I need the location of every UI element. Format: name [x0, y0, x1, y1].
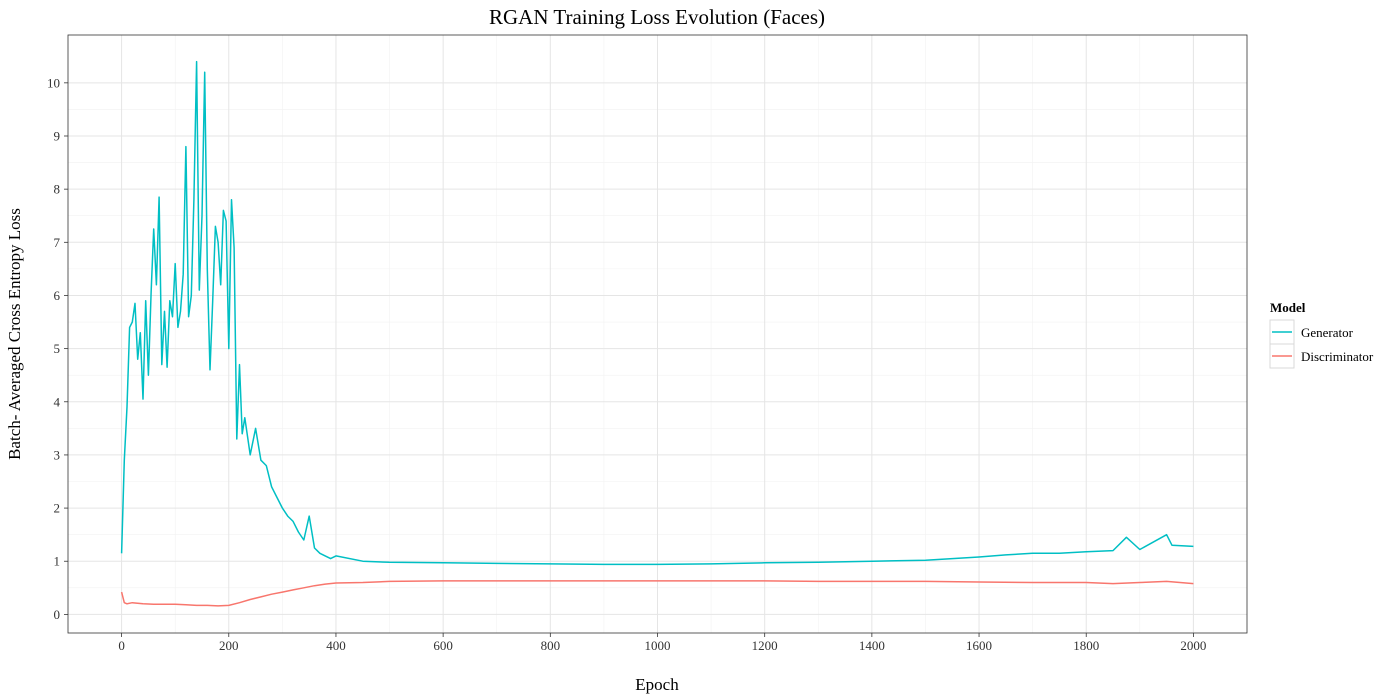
x-tick-label: 1000	[645, 638, 671, 653]
series-layer	[120, 60, 1194, 607]
series-line-generator	[120, 60, 1194, 566]
y-tick-label: 10	[47, 75, 60, 90]
legend-label-generator: Generator	[1301, 325, 1354, 340]
y-tick-label: 3	[54, 447, 61, 462]
x-tick-label: 1800	[1073, 638, 1099, 653]
x-tick-label: 2000	[1180, 638, 1206, 653]
y-tick-label: 5	[54, 341, 61, 356]
x-tick-label: 200	[219, 638, 239, 653]
y-tick-label: 7	[54, 235, 61, 250]
grid	[68, 35, 1247, 633]
x-tick-label: 1400	[859, 638, 885, 653]
x-tick-label: 0	[118, 638, 125, 653]
y-axis-title: Batch- Averaged Cross Entropy Loss	[5, 208, 24, 460]
y-tick-label: 0	[54, 607, 61, 622]
x-axis-title: Epoch	[635, 675, 679, 694]
x-axis-ticks: 0 200 400 600 800 1000 1200 1400 1600 1800 2000	[118, 633, 1206, 653]
legend: Model Generator Discriminator	[1269, 300, 1374, 369]
y-tick-label: 9	[54, 128, 61, 143]
series-line-discriminator	[120, 580, 1194, 607]
legend-label-discriminator: Discriminator	[1301, 349, 1374, 364]
y-tick-label: 1	[54, 554, 61, 569]
y-axis-ticks: 0 1 2 3 4 5 6 7 8 9 10	[47, 75, 68, 622]
y-tick-label: 2	[54, 501, 61, 516]
y-tick-label: 8	[54, 182, 61, 197]
x-tick-label: 1600	[966, 638, 992, 653]
x-tick-label: 1200	[752, 638, 778, 653]
chart-title: RGAN Training Loss Evolution (Faces)	[489, 5, 825, 29]
legend-title: Model	[1270, 300, 1306, 315]
x-tick-label: 600	[433, 638, 453, 653]
y-tick-label: 6	[54, 288, 61, 303]
x-tick-label: 400	[326, 638, 346, 653]
x-tick-label: 800	[541, 638, 561, 653]
y-tick-label: 4	[54, 394, 61, 409]
